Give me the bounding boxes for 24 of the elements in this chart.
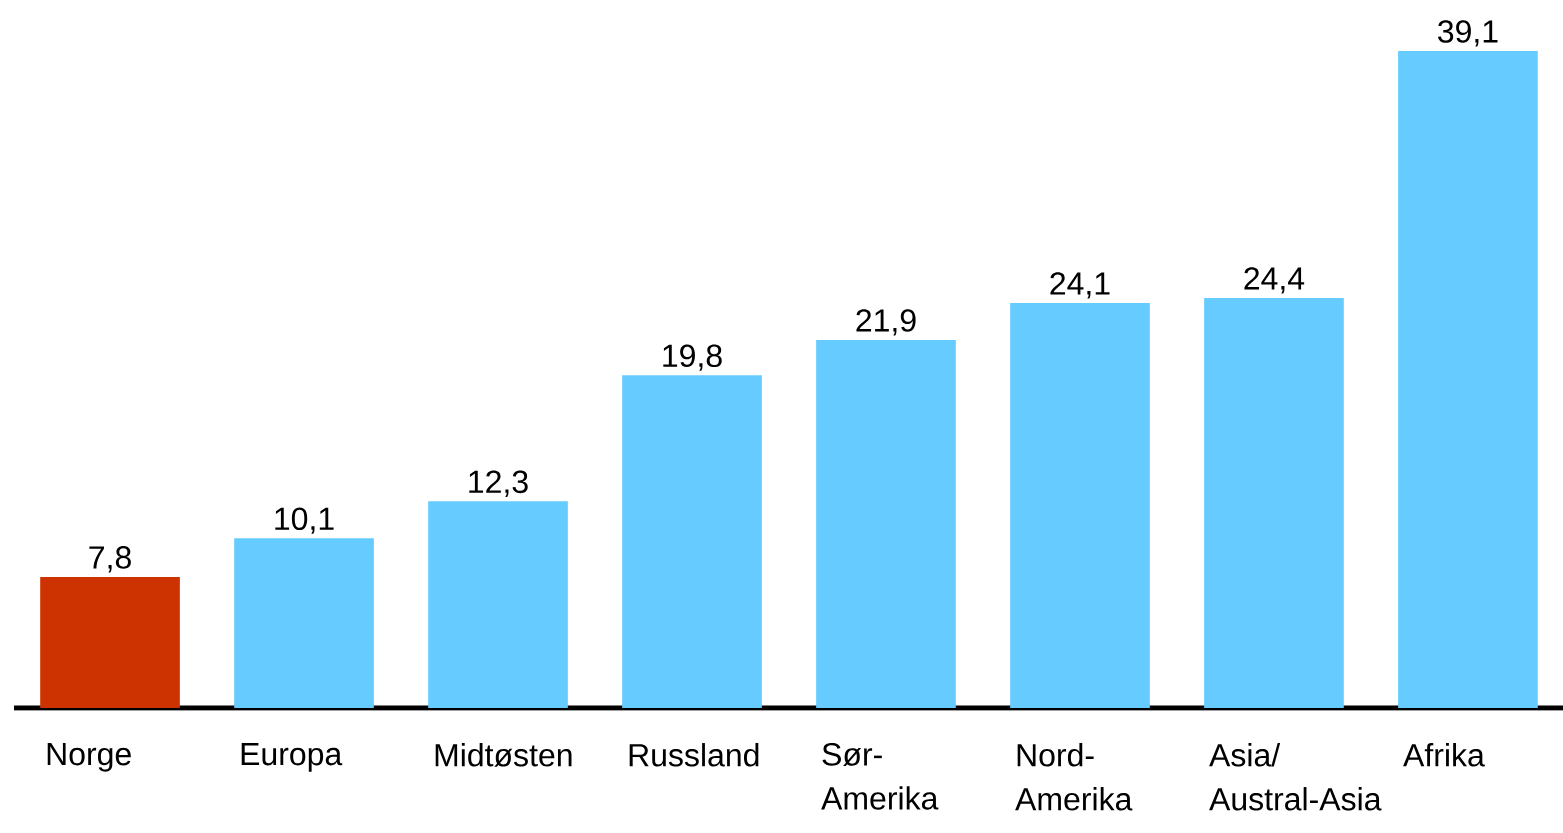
x-tick-label: Russland	[629, 743, 759, 767]
bar	[1398, 50, 1538, 708]
data-label: 19,8	[663, 344, 722, 371]
bar	[1204, 297, 1344, 708]
bar	[40, 576, 180, 708]
data-label: 24,4	[1244, 267, 1305, 294]
data-label: 39,1	[1438, 20, 1498, 47]
x-tick-label: Europa	[241, 743, 343, 772]
x-tick-label: Asia/ Austral-Asia	[1209, 743, 1382, 811]
bar	[816, 340, 956, 708]
bar	[1010, 303, 1150, 708]
data-label: 12,3	[469, 470, 528, 497]
x-tick-label: Nord-Amerika	[1015, 743, 1133, 811]
bar	[234, 538, 374, 708]
data-label: 10,1	[275, 507, 334, 534]
data-label: 24,1	[1050, 272, 1110, 299]
x-tick-label: Afrika	[1403, 743, 1485, 767]
data-label: 21,9	[856, 309, 916, 336]
bar	[428, 501, 568, 708]
data-label: 7,8	[89, 546, 131, 573]
x-tick-label: Midtøsten	[435, 743, 572, 767]
x-tick-label: Sør-Amerika	[821, 743, 939, 810]
bar	[622, 375, 762, 708]
x-tick-label: Norge	[47, 743, 131, 772]
